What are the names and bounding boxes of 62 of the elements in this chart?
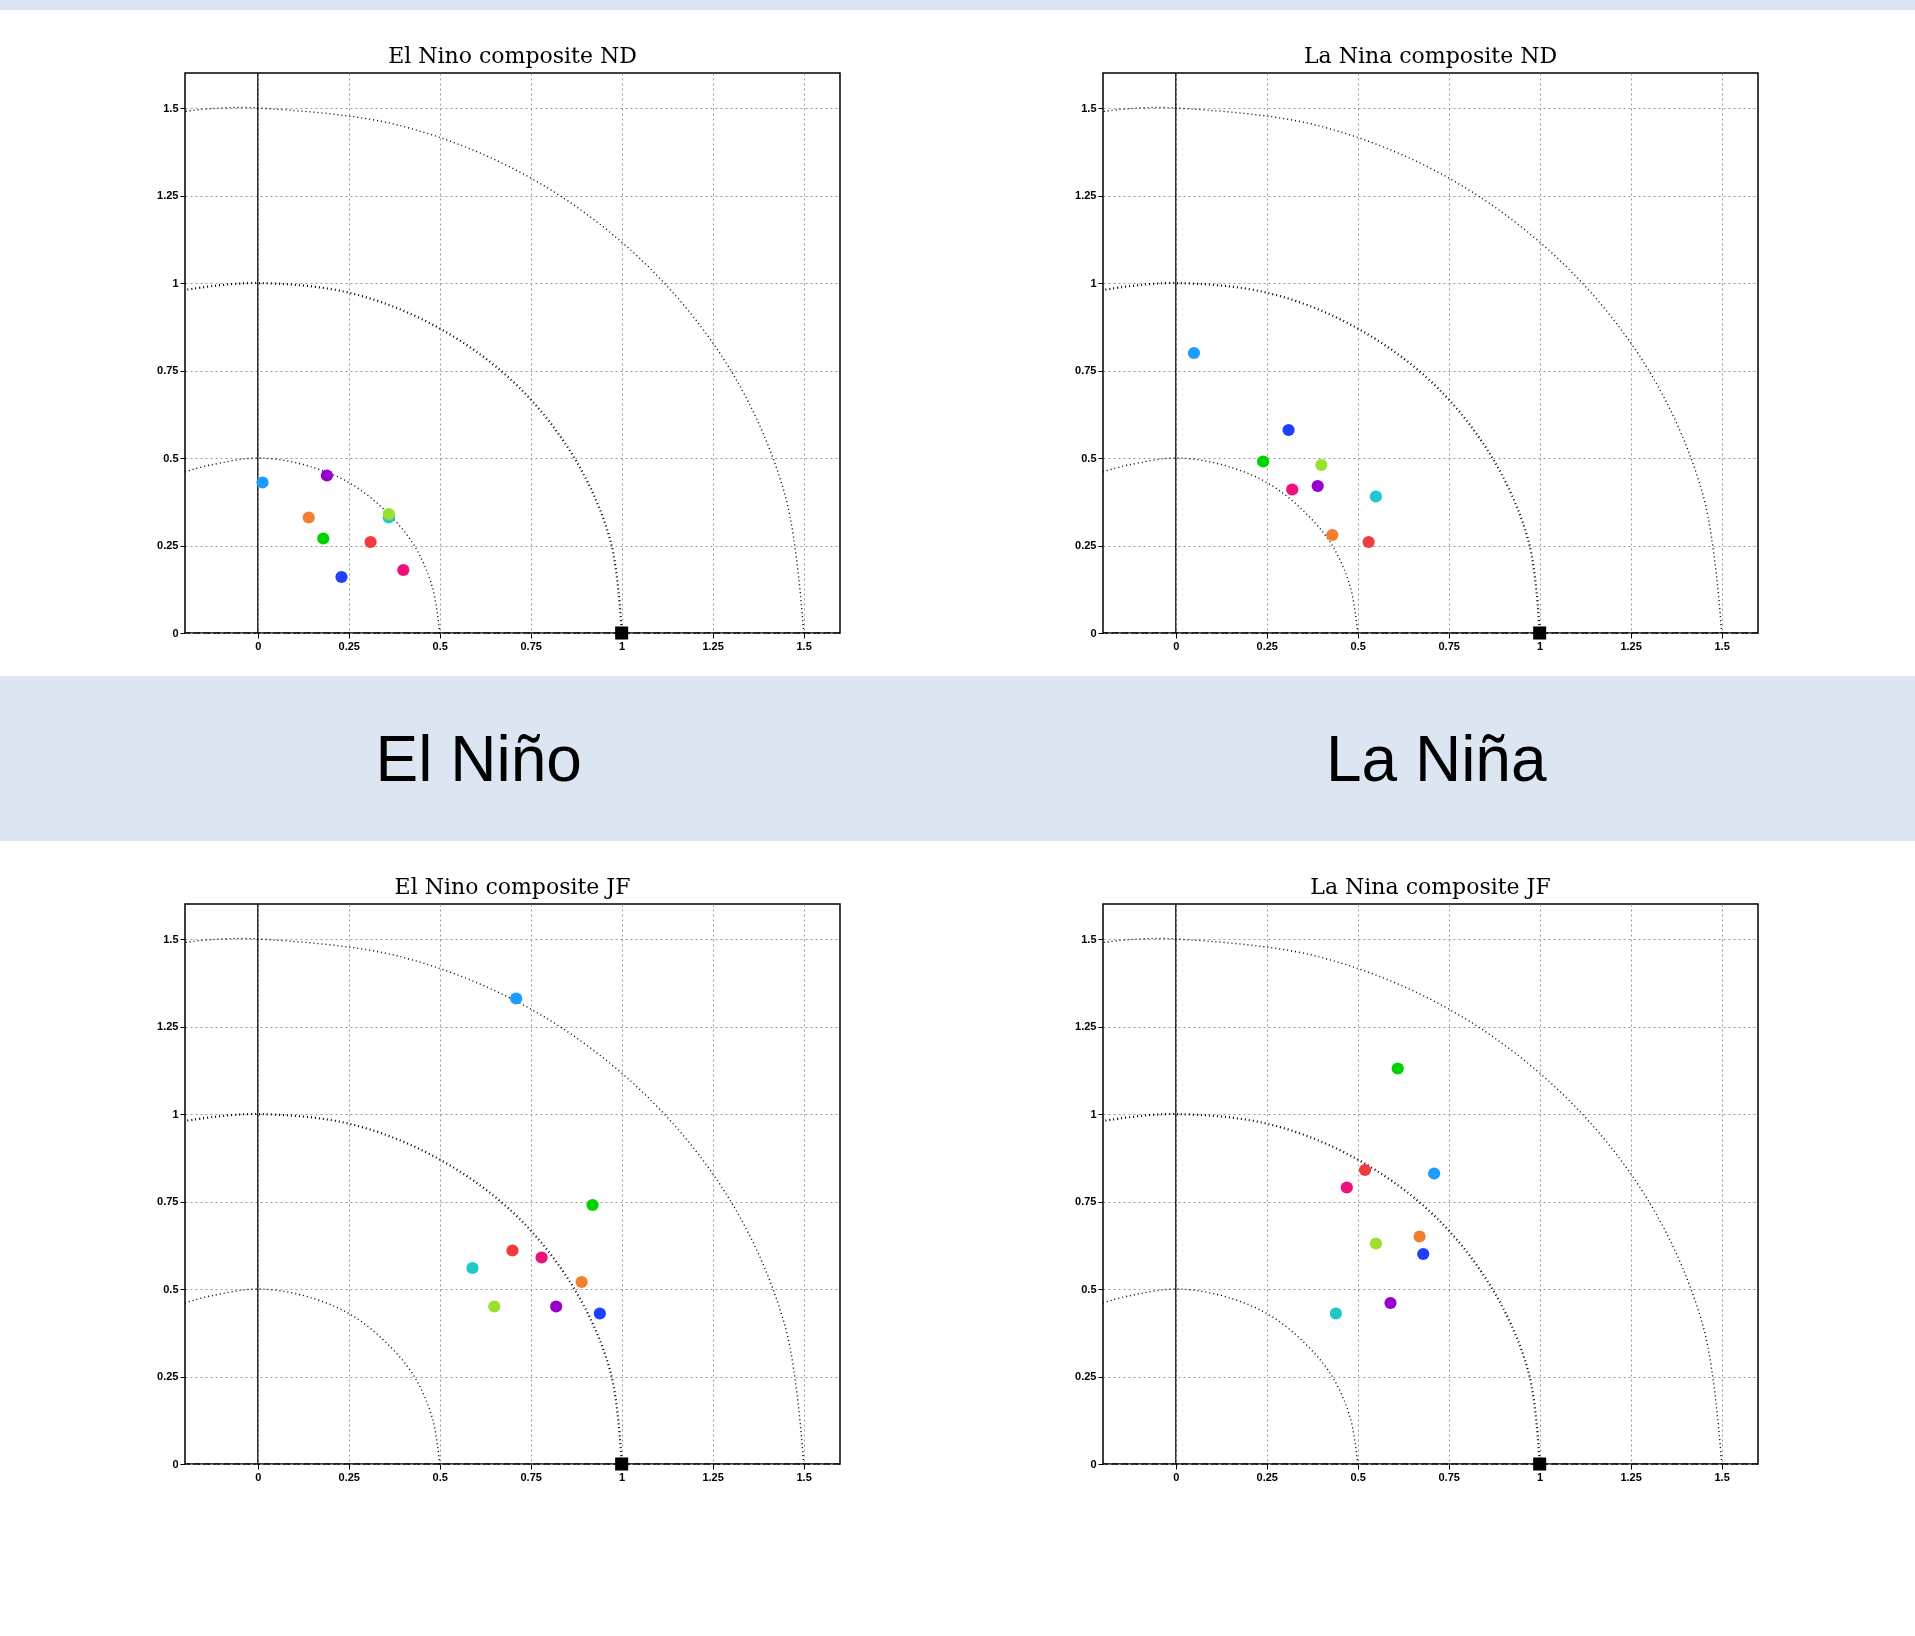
x-tick-label: 1.5 — [796, 1470, 813, 1483]
y-tick-label: 1.25 — [1074, 189, 1097, 201]
x-tick-label: 0.5 — [432, 639, 449, 652]
y-tick-label: 0.25 — [157, 539, 179, 551]
y-tick-label: 0.75 — [157, 1195, 179, 1207]
x-tick-label: 0 — [1172, 1470, 1180, 1483]
x-tick-label: 0.25 — [338, 1470, 361, 1483]
y-tick-label: 0.5 — [1080, 1282, 1097, 1295]
y-tick-label: 1.5 — [1080, 932, 1097, 945]
x-tick-label: 1 — [1536, 639, 1543, 652]
y-tick-label: 0 — [1090, 1457, 1097, 1470]
text: El Niño — [374, 721, 583, 796]
y-tick-label: 1.5 — [163, 101, 179, 114]
y-tick-label: 1 — [172, 276, 179, 289]
y-tick-label: 1 — [1090, 276, 1097, 289]
x-tick-label: 0 — [255, 639, 262, 652]
x-tick-label: 0 — [255, 1470, 262, 1483]
x-tick-label: 0 — [1172, 639, 1180, 652]
chart-title: El Nino composite JF — [394, 874, 631, 900]
chart-title: La Nina composite ND — [1303, 43, 1557, 69]
text: La Niña — [1324, 721, 1548, 796]
y-tick-label: 0.75 — [157, 364, 179, 376]
y-tick-label: 1.25 — [157, 1020, 179, 1032]
x-tick-label: 0.25 — [338, 639, 361, 652]
x-tick-label: 0.75 — [1438, 1470, 1460, 1483]
x-tick-label: 0.5 — [1350, 1470, 1366, 1483]
x-tick-label: 1.25 — [1620, 639, 1642, 652]
y-tick-label: 1.25 — [157, 189, 179, 201]
x-tick-label: 1.25 — [702, 1470, 725, 1483]
y-tick-label: 1 — [172, 1107, 179, 1120]
y-tick-label: 0.5 — [163, 451, 179, 464]
chart-title: La Nina composite JF — [1310, 874, 1551, 900]
y-tick-label: 0 — [172, 626, 179, 639]
x-tick-label: 1.25 — [1620, 1470, 1642, 1483]
y-tick-label: 0.25 — [157, 1370, 179, 1382]
y-tick-label: 1.5 — [163, 932, 179, 945]
x-tick-label: 0.25 — [1256, 639, 1278, 652]
x-tick-label: 1 — [1536, 1470, 1543, 1483]
x-tick-label: 0.5 — [1350, 639, 1366, 652]
x-tick-label: 0.75 — [520, 1470, 543, 1483]
y-tick-label: 0 — [1090, 626, 1097, 639]
y-tick-label: 1.25 — [1074, 1020, 1097, 1032]
x-tick-label: 1.5 — [796, 639, 813, 652]
x-tick-label: 1.5 — [1714, 1470, 1730, 1483]
y-tick-label: 0.5 — [163, 1282, 179, 1295]
y-tick-label: 0.75 — [1074, 364, 1097, 376]
x-tick-label: 0.75 — [520, 639, 543, 652]
x-tick-label: 0.5 — [432, 1470, 449, 1483]
x-tick-label: 1.25 — [702, 639, 725, 652]
y-tick-label: 1.5 — [1080, 101, 1097, 114]
y-tick-label: 0.75 — [1074, 1195, 1097, 1207]
y-tick-label: 1 — [1090, 1107, 1097, 1120]
chart-title: El Nino composite ND — [388, 43, 638, 69]
x-tick-label: 1 — [619, 1470, 626, 1483]
x-tick-label: 0.75 — [1438, 639, 1460, 652]
x-tick-label: 1.5 — [1714, 639, 1730, 652]
y-tick-label: 0 — [172, 1457, 179, 1470]
x-tick-label: 0.25 — [1256, 1470, 1278, 1483]
y-tick-label: 0.5 — [1080, 451, 1097, 464]
x-tick-label: 1 — [619, 639, 626, 652]
y-tick-label: 0.25 — [1074, 539, 1097, 551]
y-tick-label: 0.25 — [1074, 1370, 1097, 1382]
